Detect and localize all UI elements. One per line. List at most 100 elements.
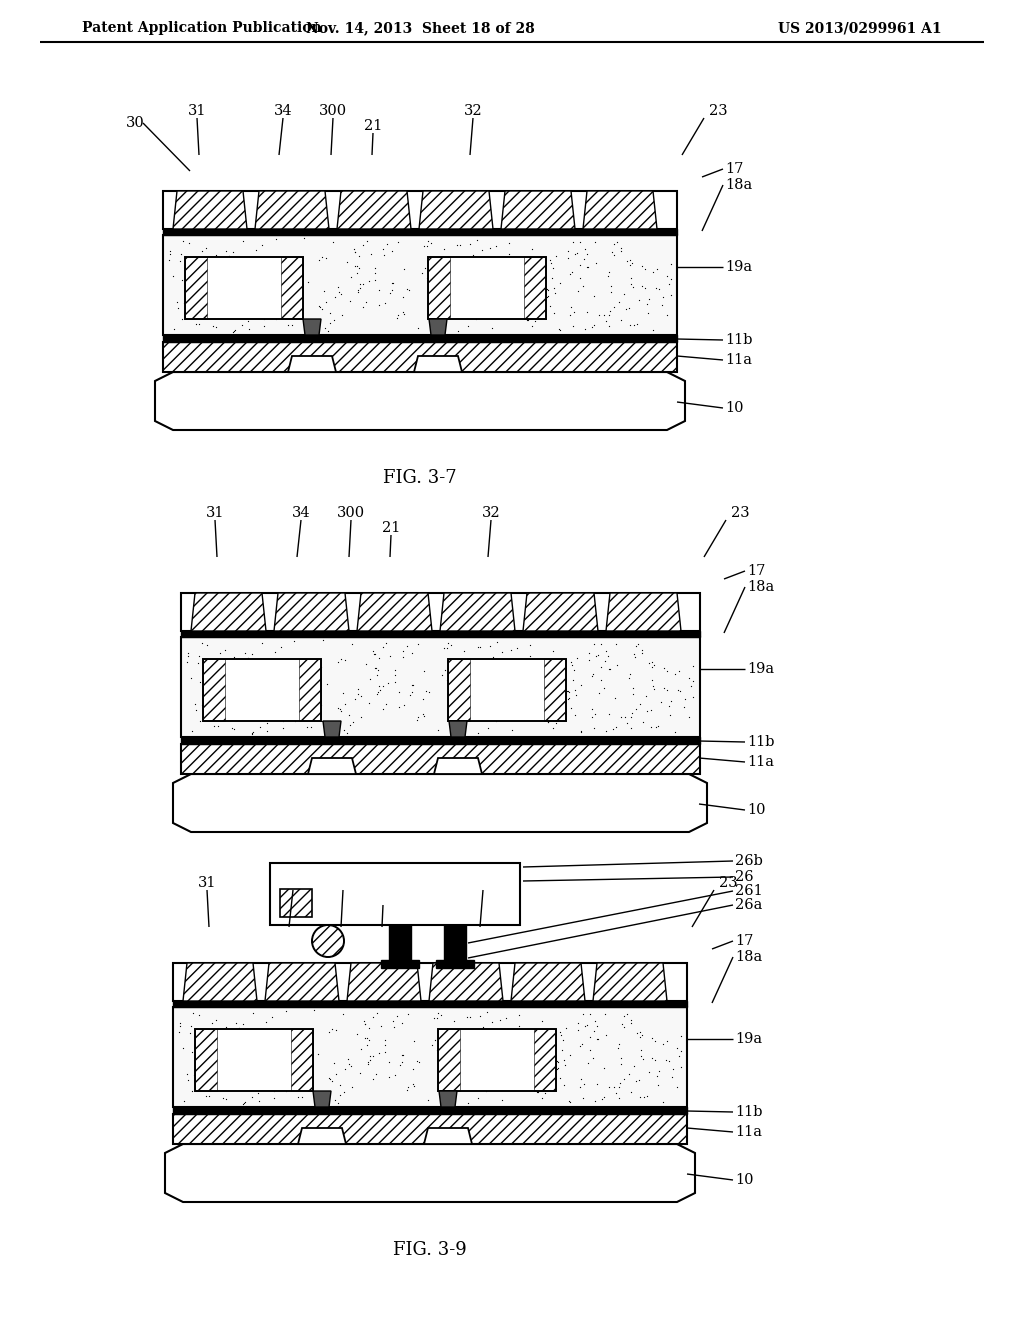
Point (672, 1045, 688, 1067)
Point (640, 302, 656, 323)
Point (480, 718, 497, 739)
Point (590, 644, 606, 665)
Point (303, 694, 319, 715)
Point (499, 269, 515, 290)
Point (555, 708, 571, 729)
Point (190, 645, 207, 667)
Point (399, 1005, 416, 1026)
Point (431, 1068, 447, 1089)
Point (683, 676, 699, 697)
Point (509, 300, 525, 321)
Point (640, 652, 656, 673)
Point (221, 246, 238, 267)
Point (231, 1018, 248, 1039)
Text: Patent Application Publication: Patent Application Publication (82, 21, 322, 36)
Text: 10: 10 (725, 401, 743, 414)
Point (187, 314, 204, 335)
Point (330, 1092, 346, 1113)
Point (522, 634, 539, 655)
Point (502, 289, 518, 310)
Point (643, 717, 659, 738)
Point (614, 1014, 631, 1035)
Point (286, 657, 302, 678)
Point (336, 1081, 352, 1102)
Point (403, 643, 420, 664)
Point (367, 269, 383, 290)
Point (424, 257, 440, 279)
Point (268, 684, 285, 705)
Point (391, 697, 408, 718)
Text: 300: 300 (337, 506, 366, 520)
Point (200, 635, 216, 656)
Point (621, 1064, 637, 1085)
Point (226, 719, 243, 741)
Point (422, 285, 438, 306)
Point (385, 1016, 401, 1038)
Point (184, 721, 201, 742)
Point (460, 1077, 476, 1098)
Bar (524, 257, 546, 319)
Point (460, 315, 476, 337)
Point (515, 1056, 531, 1077)
Point (416, 235, 432, 256)
Bar (173, 1001, 687, 1007)
Point (544, 268, 560, 289)
Point (542, 296, 558, 317)
Point (565, 301, 582, 322)
Point (210, 290, 226, 312)
Point (179, 643, 196, 664)
Point (263, 1068, 280, 1089)
Point (216, 639, 232, 660)
Point (580, 1052, 596, 1073)
Point (341, 1053, 357, 1074)
Point (241, 318, 257, 339)
Point (663, 284, 679, 305)
Point (658, 680, 675, 701)
Point (280, 680, 296, 701)
Point (589, 1028, 605, 1049)
Point (176, 1090, 193, 1111)
Point (204, 1012, 220, 1034)
Point (569, 280, 586, 301)
Point (673, 1056, 689, 1077)
Point (330, 277, 346, 298)
Point (636, 1086, 652, 1107)
Point (504, 656, 520, 677)
Point (644, 1048, 660, 1069)
Point (566, 660, 583, 681)
Point (445, 1011, 462, 1032)
Bar (381, 960, 419, 968)
Point (486, 1057, 503, 1078)
Point (420, 267, 436, 288)
Point (476, 261, 493, 282)
Point (210, 715, 226, 737)
Text: 23: 23 (731, 506, 750, 520)
Bar (449, 659, 566, 721)
Point (351, 257, 368, 279)
Point (416, 705, 432, 726)
Point (198, 238, 214, 259)
Point (276, 1027, 293, 1048)
Point (313, 657, 330, 678)
Point (384, 240, 400, 261)
Point (655, 1034, 672, 1055)
Point (590, 1028, 606, 1049)
Point (394, 286, 411, 308)
Point (394, 302, 411, 323)
Bar (449, 659, 470, 721)
Point (524, 277, 541, 298)
Bar (185, 257, 303, 319)
Point (324, 1018, 340, 1039)
Point (382, 282, 398, 304)
Point (457, 708, 473, 729)
Point (186, 1072, 203, 1093)
Point (564, 669, 581, 690)
Point (337, 1059, 353, 1080)
Point (258, 713, 274, 734)
Point (201, 705, 217, 726)
Bar (163, 342, 677, 372)
Point (361, 693, 378, 714)
Point (623, 273, 639, 294)
Point (240, 310, 256, 331)
Point (602, 301, 618, 322)
